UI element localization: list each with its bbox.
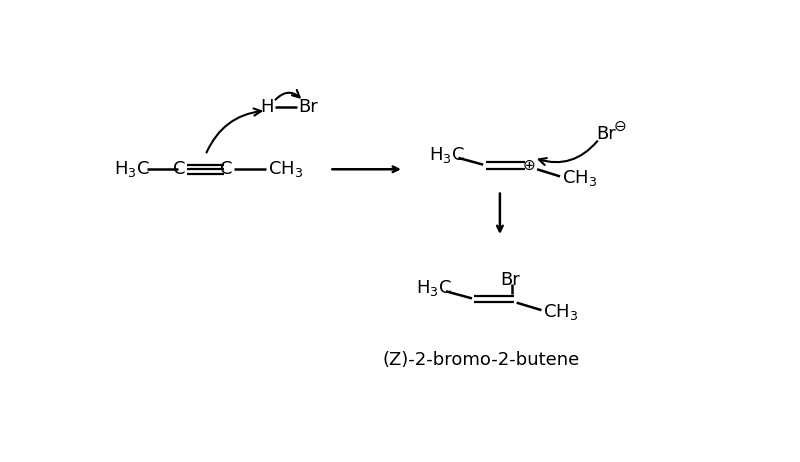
FancyArrowPatch shape [275, 90, 300, 100]
FancyArrowPatch shape [539, 141, 598, 165]
Text: H: H [261, 98, 274, 116]
Text: Br: Br [596, 125, 616, 143]
Text: $\mathrm{H_3C}$: $\mathrm{H_3C}$ [114, 159, 150, 179]
Text: $\mathrm{CH_3}$: $\mathrm{CH_3}$ [543, 302, 578, 322]
Text: $\mathrm{H_3C}$: $\mathrm{H_3C}$ [416, 279, 452, 298]
Text: $\mathrm{CH_3}$: $\mathrm{CH_3}$ [562, 168, 597, 188]
Text: (Z)-2-bromo-2-butene: (Z)-2-bromo-2-butene [382, 351, 580, 369]
Text: C: C [220, 160, 232, 178]
Text: $\mathrm{CH_3}$: $\mathrm{CH_3}$ [268, 159, 303, 179]
Text: $\ominus$: $\ominus$ [613, 119, 626, 134]
FancyArrowPatch shape [206, 109, 261, 152]
Text: C: C [173, 160, 186, 178]
Text: $\mathrm{H_3C}$: $\mathrm{H_3C}$ [429, 145, 464, 165]
Text: $\oplus$: $\oplus$ [522, 158, 536, 173]
Text: Br: Br [501, 271, 520, 289]
Text: Br: Br [298, 98, 318, 116]
